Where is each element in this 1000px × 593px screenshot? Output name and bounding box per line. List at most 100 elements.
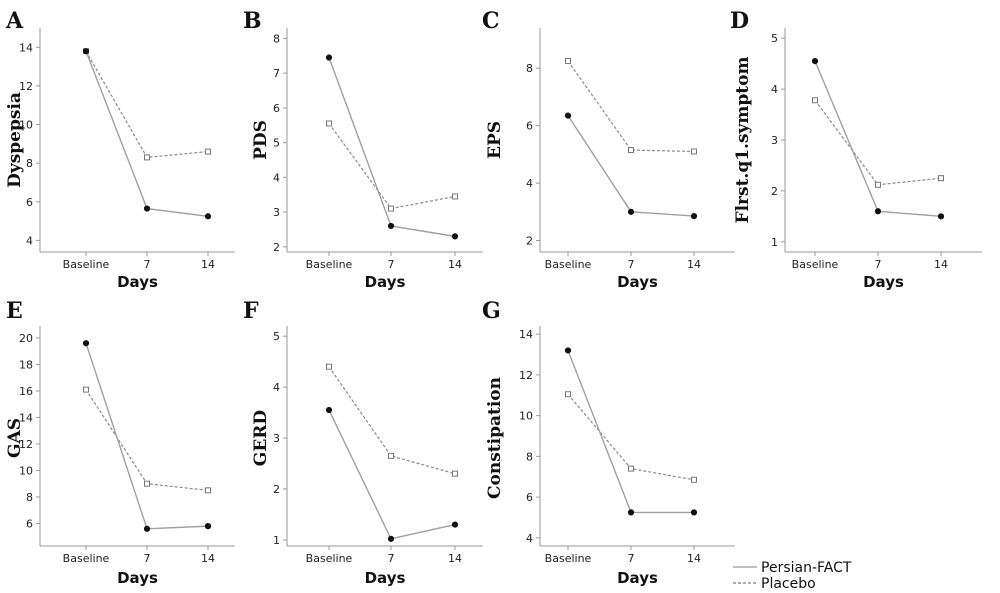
chart-panel-e: E 6 8 10 12 14 16 18 20 Baseline 7 14 Days GAS [5,298,235,587]
y-tick-label: 5 [273,330,280,343]
x-tick-label: 14 [934,258,948,271]
y-axis-label: EPS [485,121,505,159]
y-tick-label: 5 [273,137,280,150]
x-axis-label: Days [365,273,406,291]
series-placebo [83,386,211,494]
data-point [564,112,572,119]
data-point [143,205,151,212]
y-tick-label: 3 [273,206,280,219]
x-tick-label: 14 [687,552,701,565]
data-point [627,509,635,516]
series-persian-fact [82,48,212,220]
y-tick-label: 5 [771,32,778,45]
chart-panel-f: F 1 2 3 4 5 Baseline 7 14 Days GERD [243,298,483,587]
y-tick-label: 4 [526,177,533,190]
series-line [567,350,694,514]
y-tick-label: 8 [26,157,33,170]
data-point [451,521,459,528]
y-tick-label: 20 [19,332,33,345]
data-point [82,340,90,347]
y-tick-label: 6 [526,120,533,133]
series-line [814,60,942,218]
y-tick-label: 12 [519,369,533,382]
y-tick-label: 18 [19,358,33,371]
series-persian-fact [564,347,698,516]
data-point [82,48,90,55]
y-tick-label: 10 [519,410,533,423]
data-point [144,154,150,161]
y-tick-label: 8 [26,491,33,504]
y-axis-label: GAS [5,418,25,458]
series-line [328,123,456,210]
data-point [874,208,882,215]
series-line [567,60,695,153]
panel-letter: B [243,8,262,34]
y-axis-label: Constipation [485,377,505,499]
series-placebo [812,97,944,188]
chart-panel-g: G 4 6 8 10 12 14 Baseline 7 14 Days Constipation [482,298,735,587]
y-tick-label: 4 [26,234,33,247]
data-point [627,208,635,215]
y-tick-label: 16 [19,385,33,398]
legend-label: Persian-FACT [761,560,852,576]
y-tick-label: 2 [273,241,280,254]
x-tick-label: 7 [388,552,395,565]
data-point [691,148,697,155]
panel-letter: A [5,8,24,34]
data-point [691,476,697,483]
series-persian-fact [564,112,698,220]
x-tick-label: 14 [448,552,462,565]
x-tick-label: 7 [875,258,882,271]
y-axis-label: Flrst.q1.symptom [733,57,753,224]
panel-letter: E [6,298,23,324]
y-axis-label: Dyspepsia [5,92,25,188]
y-tick-label: 4 [273,381,280,394]
data-point [387,535,395,542]
x-tick-label: Baseline [63,258,110,271]
x-tick-label: Baseline [792,258,839,271]
series-placebo [565,58,697,155]
panel-letter: C [482,8,500,34]
series-placebo [83,48,211,161]
x-tick-label: 7 [628,552,635,565]
x-tick-label: 7 [388,258,395,271]
data-point [205,487,211,494]
series-persian-fact [325,406,459,542]
series-line [328,409,456,540]
data-point [326,120,332,127]
x-axis-label: Days [617,569,658,587]
x-tick-label: Baseline [63,552,110,565]
data-point [204,213,212,220]
data-point [565,58,571,65]
data-point [204,523,212,530]
data-point [451,233,459,240]
data-point [564,347,572,354]
data-point [205,148,211,155]
x-axis-label: Days [117,273,158,291]
y-tick-label: 14 [519,328,533,341]
x-axis-label: Days [617,273,658,291]
data-point [388,205,394,212]
x-tick-label: 14 [201,552,215,565]
series-persian-fact [811,57,945,220]
data-point [937,213,945,220]
data-point [143,525,151,532]
chart-panel-c: C 2 4 6 8 Baseline 7 14 Days EPS [482,8,735,291]
data-point [690,213,698,220]
y-tick-label: 6 [26,196,33,209]
y-tick-label: 6 [526,491,533,504]
y-tick-label: 2 [273,483,280,496]
y-tick-label: 6 [273,102,280,115]
x-tick-label: 14 [201,258,215,271]
panel-letter: F [243,298,259,324]
x-tick-label: 14 [687,258,701,271]
chart-panel-d: D 1 2 3 4 5 Baseline 7 14 Days Flrst.q1.symptom [730,8,982,291]
y-tick-label: 14 [19,411,33,424]
series-line [814,99,942,186]
y-tick-label: 10 [19,464,33,477]
y-tick-label: 8 [526,450,533,463]
data-point [325,406,333,414]
x-tick-label: 7 [144,258,151,271]
y-tick-label: 12 [19,438,33,451]
x-tick-label: 7 [144,552,151,565]
